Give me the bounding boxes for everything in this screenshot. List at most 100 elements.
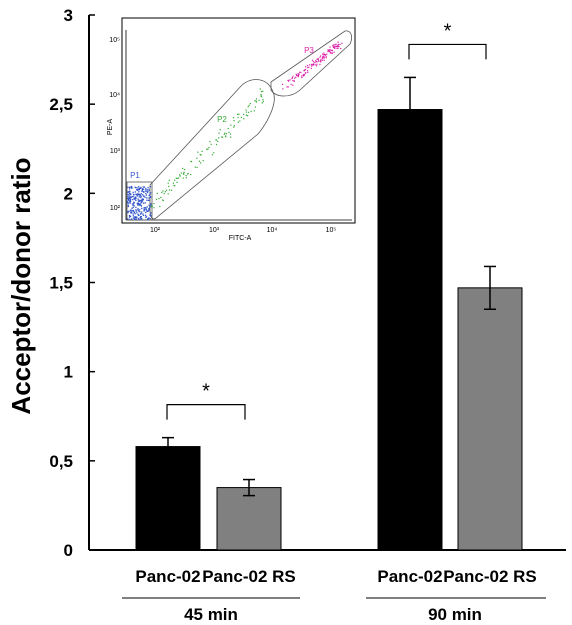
event-dot	[317, 59, 320, 61]
event-dot	[303, 74, 306, 76]
event-dot	[255, 100, 257, 102]
event-dot	[138, 203, 141, 205]
event-dot	[315, 60, 317, 63]
inset-x-tick-label: 10⁵	[326, 227, 337, 234]
event-dot	[301, 76, 303, 79]
event-dot	[130, 209, 132, 211]
event-dot	[324, 54, 327, 56]
event-dot	[319, 56, 321, 58]
event-dot	[144, 202, 146, 204]
event-dot	[310, 67, 312, 69]
event-dot	[243, 113, 245, 116]
event-dot	[134, 186, 137, 189]
event-dot	[308, 66, 310, 68]
event-dot	[185, 177, 187, 179]
event-dot	[136, 194, 138, 196]
significance-bracket	[408, 43, 487, 60]
event-dot	[127, 198, 130, 201]
event-dot	[228, 131, 230, 134]
event-dot	[172, 182, 175, 184]
event-dot	[127, 211, 129, 214]
event-dot	[138, 214, 140, 216]
event-dot	[148, 189, 150, 191]
significance-markers: **	[166, 20, 487, 420]
event-dot	[183, 173, 185, 175]
event-dot	[262, 99, 264, 101]
event-dot	[140, 216, 142, 218]
event-dot	[144, 207, 146, 209]
event-dot	[145, 208, 148, 211]
event-dot	[291, 77, 293, 80]
event-dot	[330, 49, 333, 51]
event-dot	[128, 210, 130, 212]
event-dot	[213, 152, 215, 154]
inset-frame	[121, 17, 356, 224]
event-dot	[138, 204, 141, 206]
event-dot	[150, 204, 152, 206]
group-label: 90 min	[428, 605, 482, 624]
event-dot	[200, 154, 202, 156]
event-dot	[325, 57, 327, 59]
event-dot	[209, 141, 211, 143]
event-dot	[141, 188, 144, 190]
event-dot	[153, 202, 155, 205]
event-dot	[223, 133, 225, 135]
event-dot	[218, 137, 220, 139]
event-dot	[339, 43, 341, 46]
y-tick-label: 0,5	[49, 452, 73, 471]
event-dot	[337, 44, 339, 47]
event-dot	[138, 194, 140, 196]
event-dot	[140, 202, 142, 204]
event-dot	[128, 186, 131, 188]
event-dot	[323, 52, 325, 54]
event-dot	[134, 218, 136, 221]
event-dot	[136, 212, 138, 214]
event-dot	[323, 55, 325, 57]
event-dot	[153, 207, 155, 209]
event-dot	[316, 58, 319, 60]
event-dot	[137, 200, 140, 202]
event-dot	[127, 205, 130, 208]
event-dot	[312, 63, 315, 65]
event-dot	[144, 207, 147, 209]
event-dot	[128, 199, 130, 201]
event-dot	[312, 64, 314, 66]
event-dot	[135, 197, 137, 199]
inset-y-tick-label: 10³	[110, 148, 121, 155]
event-dot	[148, 209, 150, 212]
event-dot	[127, 200, 129, 203]
event-dot	[148, 197, 150, 199]
event-dot	[127, 210, 129, 213]
event-dot	[258, 99, 260, 101]
event-dot	[141, 200, 144, 202]
gate-label: P3	[304, 46, 314, 55]
event-dot	[327, 51, 329, 53]
event-dot	[174, 185, 176, 187]
event-dot	[249, 103, 251, 105]
event-dot	[135, 199, 137, 202]
event-dot	[208, 146, 210, 149]
event-dot	[138, 218, 140, 220]
event-dot	[145, 190, 148, 192]
event-dot	[318, 60, 320, 62]
event-dot	[292, 79, 294, 82]
event-dot	[335, 45, 337, 47]
event-dot	[142, 199, 144, 201]
event-dot	[291, 77, 293, 79]
inset-x-axis-label: FITC-A	[229, 235, 252, 242]
event-dot	[175, 177, 177, 180]
event-dot	[132, 215, 135, 217]
event-dot	[183, 171, 185, 173]
inset-events	[127, 41, 343, 221]
event-dot	[327, 49, 329, 51]
event-dot	[306, 64, 309, 67]
event-dot	[196, 166, 198, 169]
event-dot	[149, 206, 151, 208]
event-dot	[137, 210, 140, 212]
event-dot	[128, 197, 130, 199]
event-dot	[136, 202, 138, 205]
event-dot	[143, 207, 145, 209]
event-dot	[140, 195, 142, 198]
event-dot	[207, 148, 209, 150]
event-dot	[140, 204, 142, 207]
